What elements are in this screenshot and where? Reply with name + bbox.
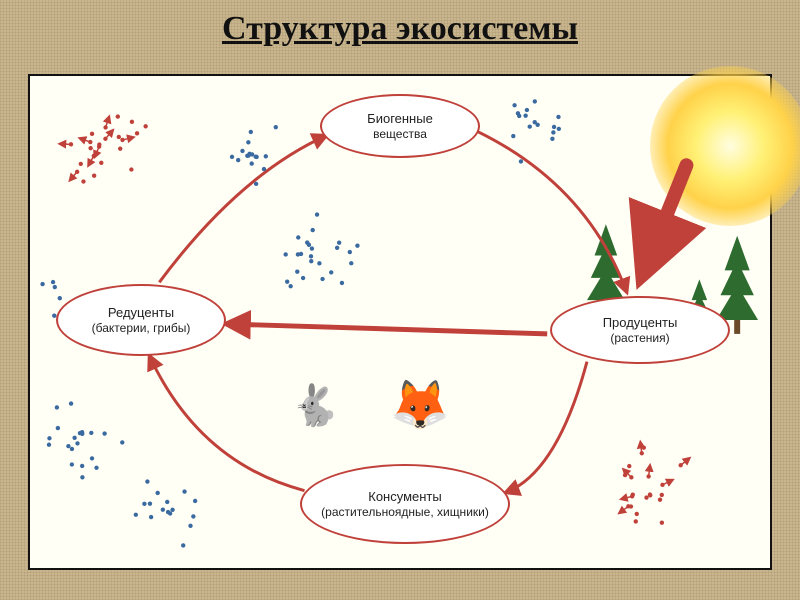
node-label: Консументы — [368, 489, 441, 505]
rabbit-icon: 🐇 — [290, 386, 340, 426]
fox-icon: 🦊 — [390, 382, 450, 430]
node-label: Редуценты — [108, 305, 174, 321]
node-label: Биогенные — [367, 111, 433, 127]
node-producers: Продуценты (растения) — [550, 296, 730, 364]
node-label: Продуценты — [603, 315, 678, 331]
node-sublabel: вещества — [373, 127, 427, 141]
ecosystem-diagram: Биогенные вещества Продуценты (растения)… — [30, 76, 770, 568]
node-reducers: Редуценты (бактерии, грибы) — [56, 284, 226, 356]
node-biogenic-substances: Биогенные вещества — [320, 94, 480, 158]
node-sublabel: (бактерии, грибы) — [92, 321, 191, 335]
page: Структура экосистемы Биогенные вещества … — [0, 0, 800, 600]
node-consumers: Консументы (растительноядные, хищники) — [300, 464, 510, 544]
node-sublabel: (растительноядные, хищники) — [321, 505, 489, 519]
node-sublabel: (растения) — [610, 331, 669, 345]
diagram-frame: Биогенные вещества Продуценты (растения)… — [28, 74, 772, 570]
page-title: Структура экосистемы — [0, 10, 800, 48]
